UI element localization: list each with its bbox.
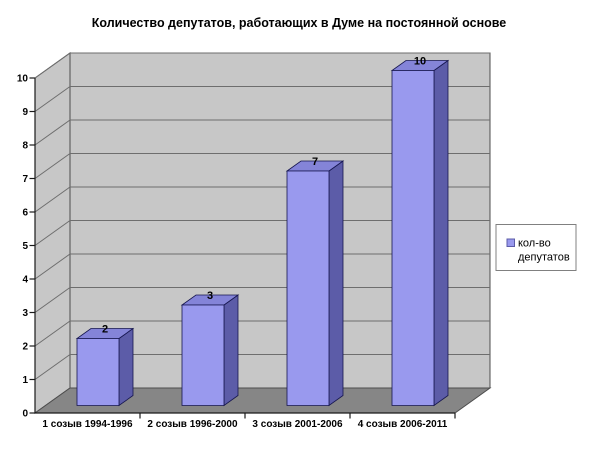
gridline-side bbox=[34, 354, 71, 380]
x-category-label: 3 созыв 2001-2006 bbox=[252, 419, 343, 430]
bar-side-face bbox=[433, 59, 449, 407]
y-tick-label: 7 bbox=[22, 174, 28, 185]
bar-2: 3 bbox=[180, 290, 240, 407]
bar-side-face bbox=[223, 294, 239, 407]
bar-1: 2 bbox=[75, 324, 135, 407]
gridline-side bbox=[34, 287, 71, 313]
legend-marker bbox=[506, 238, 515, 247]
y-tick-label: 3 bbox=[22, 308, 28, 319]
bar-front-face bbox=[286, 170, 330, 406]
gridline-side bbox=[34, 86, 71, 112]
bar-value-label: 3 bbox=[207, 290, 213, 302]
y-tick-label: 2 bbox=[22, 342, 28, 353]
y-tick-label: 10 bbox=[17, 74, 29, 85]
plot-area: 0 1 2 3 4 5 6 7 8 9 10 1 созыв 1994-1996 2 созыв 199… bbox=[17, 52, 492, 430]
x-category-label: 4 созыв 2006-2011 bbox=[358, 419, 448, 430]
y-tick-label: 4 bbox=[22, 275, 28, 286]
bar-front-face bbox=[76, 338, 120, 406]
legend-label-line: кол-во bbox=[518, 238, 551, 250]
gridline-side bbox=[34, 253, 71, 280]
x-category-label: 2 созыв 1996-2000 bbox=[147, 419, 238, 430]
bar-4: 10 bbox=[390, 56, 450, 407]
y-tick-label: 0 bbox=[22, 409, 28, 420]
bar-value-label: 7 bbox=[312, 156, 318, 168]
gridline-side bbox=[34, 186, 71, 213]
bar-front-face bbox=[181, 304, 225, 406]
bar-value-label: 10 bbox=[414, 56, 426, 68]
gridline-side bbox=[34, 320, 71, 347]
legend: кол-во депутатов bbox=[495, 224, 577, 271]
legend-box bbox=[495, 224, 577, 271]
y-tick-label: 5 bbox=[22, 241, 28, 252]
bar-side-face bbox=[118, 327, 134, 407]
y-tick-label: 8 bbox=[22, 141, 28, 152]
bar-front-face bbox=[391, 70, 435, 406]
y-tick-label: 6 bbox=[22, 208, 28, 219]
bar-value-label: 2 bbox=[102, 324, 108, 336]
y-tick-label: 9 bbox=[22, 107, 28, 118]
legend-label-line: депутатов bbox=[518, 252, 570, 264]
y-tick-label: 1 bbox=[22, 375, 28, 386]
gridline-side bbox=[34, 52, 71, 79]
gridline-side bbox=[34, 220, 71, 246]
x-category-label: 1 созыв 1994-1996 bbox=[42, 419, 133, 430]
bar-3: 7 bbox=[285, 156, 345, 407]
bar-side-face bbox=[328, 160, 344, 407]
gridline-side bbox=[34, 119, 71, 146]
chart-title: Количество депутатов, работающих в Думе … bbox=[92, 16, 507, 30]
gridline-side bbox=[34, 153, 71, 179]
